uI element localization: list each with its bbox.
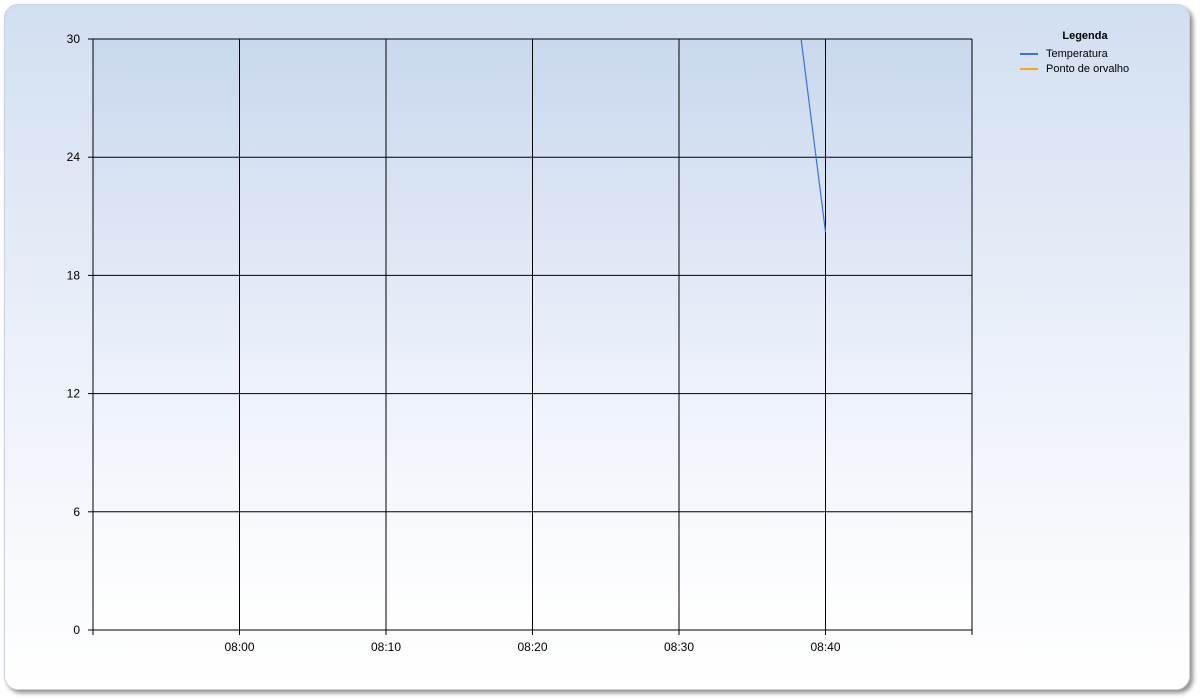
- series-line-temperatura: [800, 38, 827, 233]
- y-tick-label: 0: [73, 623, 80, 637]
- x-tick-label: 08:20: [517, 640, 547, 654]
- legend-swatch-ponto-de-orvalho: [1020, 67, 1038, 70]
- legend: Legenda Temperatura Ponto de orvalho: [1010, 30, 1160, 76]
- legend-item-temperatura: Temperatura: [1010, 46, 1160, 61]
- axes: 0 6 12 18 24 30 08:00 08:10 08:20 08:30 08:40: [67, 32, 973, 654]
- y-tick-label: 24: [67, 150, 81, 164]
- legend-label-ponto-de-orvalho: Ponto de orvalho: [1046, 62, 1130, 75]
- x-tick-label: 08:00: [224, 640, 254, 654]
- legend-label-temperatura: Temperatura: [1046, 47, 1108, 60]
- x-tick-label: 08:30: [664, 640, 694, 654]
- y-tick-label: 12: [67, 387, 81, 401]
- y-tick-label: 6: [73, 505, 80, 519]
- legend-title: Legenda: [1062, 30, 1108, 42]
- y-tick-label: 18: [67, 268, 81, 282]
- series-lines: [800, 38, 827, 233]
- legend-item-ponto-de-orvalho: Ponto de orvalho: [1010, 61, 1160, 76]
- y-tick-label: 30: [67, 32, 81, 46]
- x-tick-label: 08:10: [371, 640, 401, 654]
- x-tick-label: 08:40: [810, 640, 840, 654]
- legend-swatch-temperatura: [1020, 52, 1038, 55]
